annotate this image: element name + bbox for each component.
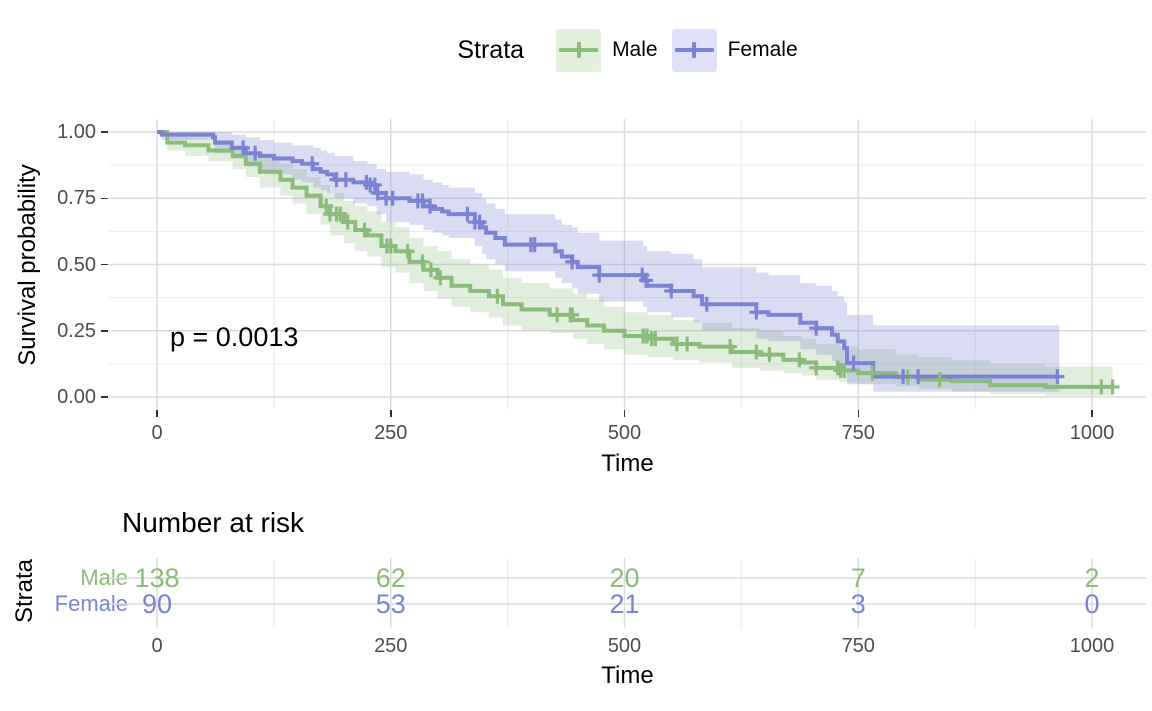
- risk-x-tick-label: 500: [607, 635, 642, 657]
- risk-count-male-750: 7: [851, 563, 866, 593]
- y-tick-mark: [101, 396, 108, 398]
- legend-label-female: Female: [727, 38, 798, 61]
- x-tick-mark: [156, 410, 158, 417]
- y-tick-mark: [101, 197, 108, 199]
- x-tick-label: 250: [374, 422, 408, 444]
- risk-x-tick-label: 250: [374, 635, 408, 657]
- risk-x-tick-label: 0: [151, 635, 163, 657]
- female-key-cross: [692, 42, 697, 58]
- risk-table-title: Number at risk: [122, 507, 305, 538]
- y-tick-mark: [101, 263, 108, 266]
- risk-x-tick-label: 1000: [1069, 635, 1115, 657]
- p-value-annotation: p = 0.0013: [170, 322, 299, 352]
- risk-count-female-250: 53: [376, 589, 406, 619]
- risk-count-male-1000: 2: [1084, 563, 1099, 593]
- x-tick-label: 750: [841, 422, 875, 444]
- censor-marks-male: [319, 198, 1120, 395]
- x-tick-mark: [390, 410, 392, 417]
- risk-count-female-1000: 0: [1084, 589, 1099, 619]
- legend-label-male: Male: [612, 38, 658, 61]
- risk-x-tick-label: 750: [841, 635, 875, 657]
- legend-title: Strata: [457, 35, 525, 64]
- risk-table-panel: 138 62 20 7 2 90 53 21 3 0: [109, 558, 1146, 628]
- x-tick-mark: [623, 410, 626, 417]
- risk-count-male-0: 138: [134, 563, 179, 593]
- censor-marks-female: [236, 140, 1065, 385]
- x-tick-label: 1000: [1069, 422, 1115, 444]
- x-tick-mark: [857, 410, 859, 417]
- legend-item-female: Female: [671, 28, 798, 72]
- y-tick-label: 0.00: [57, 386, 96, 408]
- male-key-cross: [576, 42, 581, 58]
- y-tick-mark: [101, 330, 108, 332]
- risk-count-male-500: 20: [609, 563, 639, 593]
- x-tick-mark: [1091, 410, 1093, 417]
- survival-plot-panel: [109, 119, 1146, 410]
- risk-count-female-0: 90: [142, 589, 172, 619]
- legend: Strata Male Female: [109, 26, 1146, 74]
- x-axis-title-main: Time: [601, 450, 654, 477]
- female-key-icon: [671, 28, 717, 72]
- x-axis-title-risk: Time: [601, 662, 654, 689]
- x-tick-label: 500: [607, 422, 642, 444]
- legend-item-male: Male: [556, 28, 658, 72]
- male-key-icon: [556, 28, 602, 72]
- x-tick-label: 0: [151, 422, 163, 444]
- y-tick-label: 0.50: [57, 253, 96, 276]
- risk-count-female-750: 3: [851, 589, 866, 619]
- risk-count-female-500: 21: [609, 589, 639, 619]
- risk-count-male-250: 62: [376, 563, 406, 593]
- ci-band-male: [157, 132, 1113, 396]
- y-tick-label: 1.00: [57, 121, 96, 143]
- y-tick-mark: [101, 131, 108, 133]
- y-tick-label: 0.25: [57, 319, 96, 342]
- y-tick-label: 0.75: [57, 187, 96, 210]
